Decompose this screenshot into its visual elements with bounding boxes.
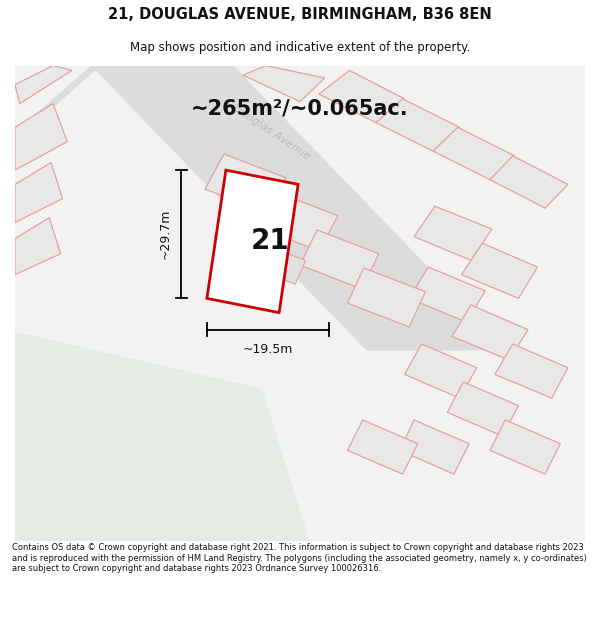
Polygon shape <box>15 66 100 142</box>
Polygon shape <box>433 127 515 179</box>
Text: Douglas Avenue: Douglas Avenue <box>231 102 312 162</box>
Polygon shape <box>257 246 306 284</box>
Polygon shape <box>15 217 61 274</box>
Text: ~29.7m: ~29.7m <box>159 209 172 259</box>
Polygon shape <box>452 305 528 360</box>
Polygon shape <box>243 66 325 102</box>
Polygon shape <box>447 382 518 436</box>
Polygon shape <box>15 332 310 541</box>
Polygon shape <box>347 420 418 474</box>
Polygon shape <box>461 243 538 298</box>
Polygon shape <box>257 192 338 251</box>
Polygon shape <box>15 162 62 222</box>
Polygon shape <box>400 420 469 474</box>
Polygon shape <box>319 71 404 122</box>
Polygon shape <box>207 170 298 312</box>
Polygon shape <box>404 344 477 398</box>
Polygon shape <box>205 154 286 213</box>
Polygon shape <box>409 267 485 322</box>
Polygon shape <box>15 104 67 170</box>
Polygon shape <box>495 344 568 398</box>
Polygon shape <box>15 66 72 104</box>
Polygon shape <box>300 230 379 289</box>
Polygon shape <box>91 66 509 351</box>
Text: Contains OS data © Crown copyright and database right 2021. This information is : Contains OS data © Crown copyright and d… <box>12 543 587 573</box>
Text: 21: 21 <box>250 228 289 256</box>
Text: ~265m²/~0.065ac.: ~265m²/~0.065ac. <box>191 98 409 118</box>
Polygon shape <box>347 268 425 327</box>
Text: 21, DOUGLAS AVENUE, BIRMINGHAM, B36 8EN: 21, DOUGLAS AVENUE, BIRMINGHAM, B36 8EN <box>108 7 492 22</box>
Polygon shape <box>490 420 560 474</box>
Polygon shape <box>215 213 262 251</box>
Polygon shape <box>490 156 568 208</box>
Text: Map shows position and indicative extent of the property.: Map shows position and indicative extent… <box>130 41 470 54</box>
Polygon shape <box>414 206 492 261</box>
Text: ~19.5m: ~19.5m <box>242 343 293 356</box>
Polygon shape <box>376 99 460 151</box>
